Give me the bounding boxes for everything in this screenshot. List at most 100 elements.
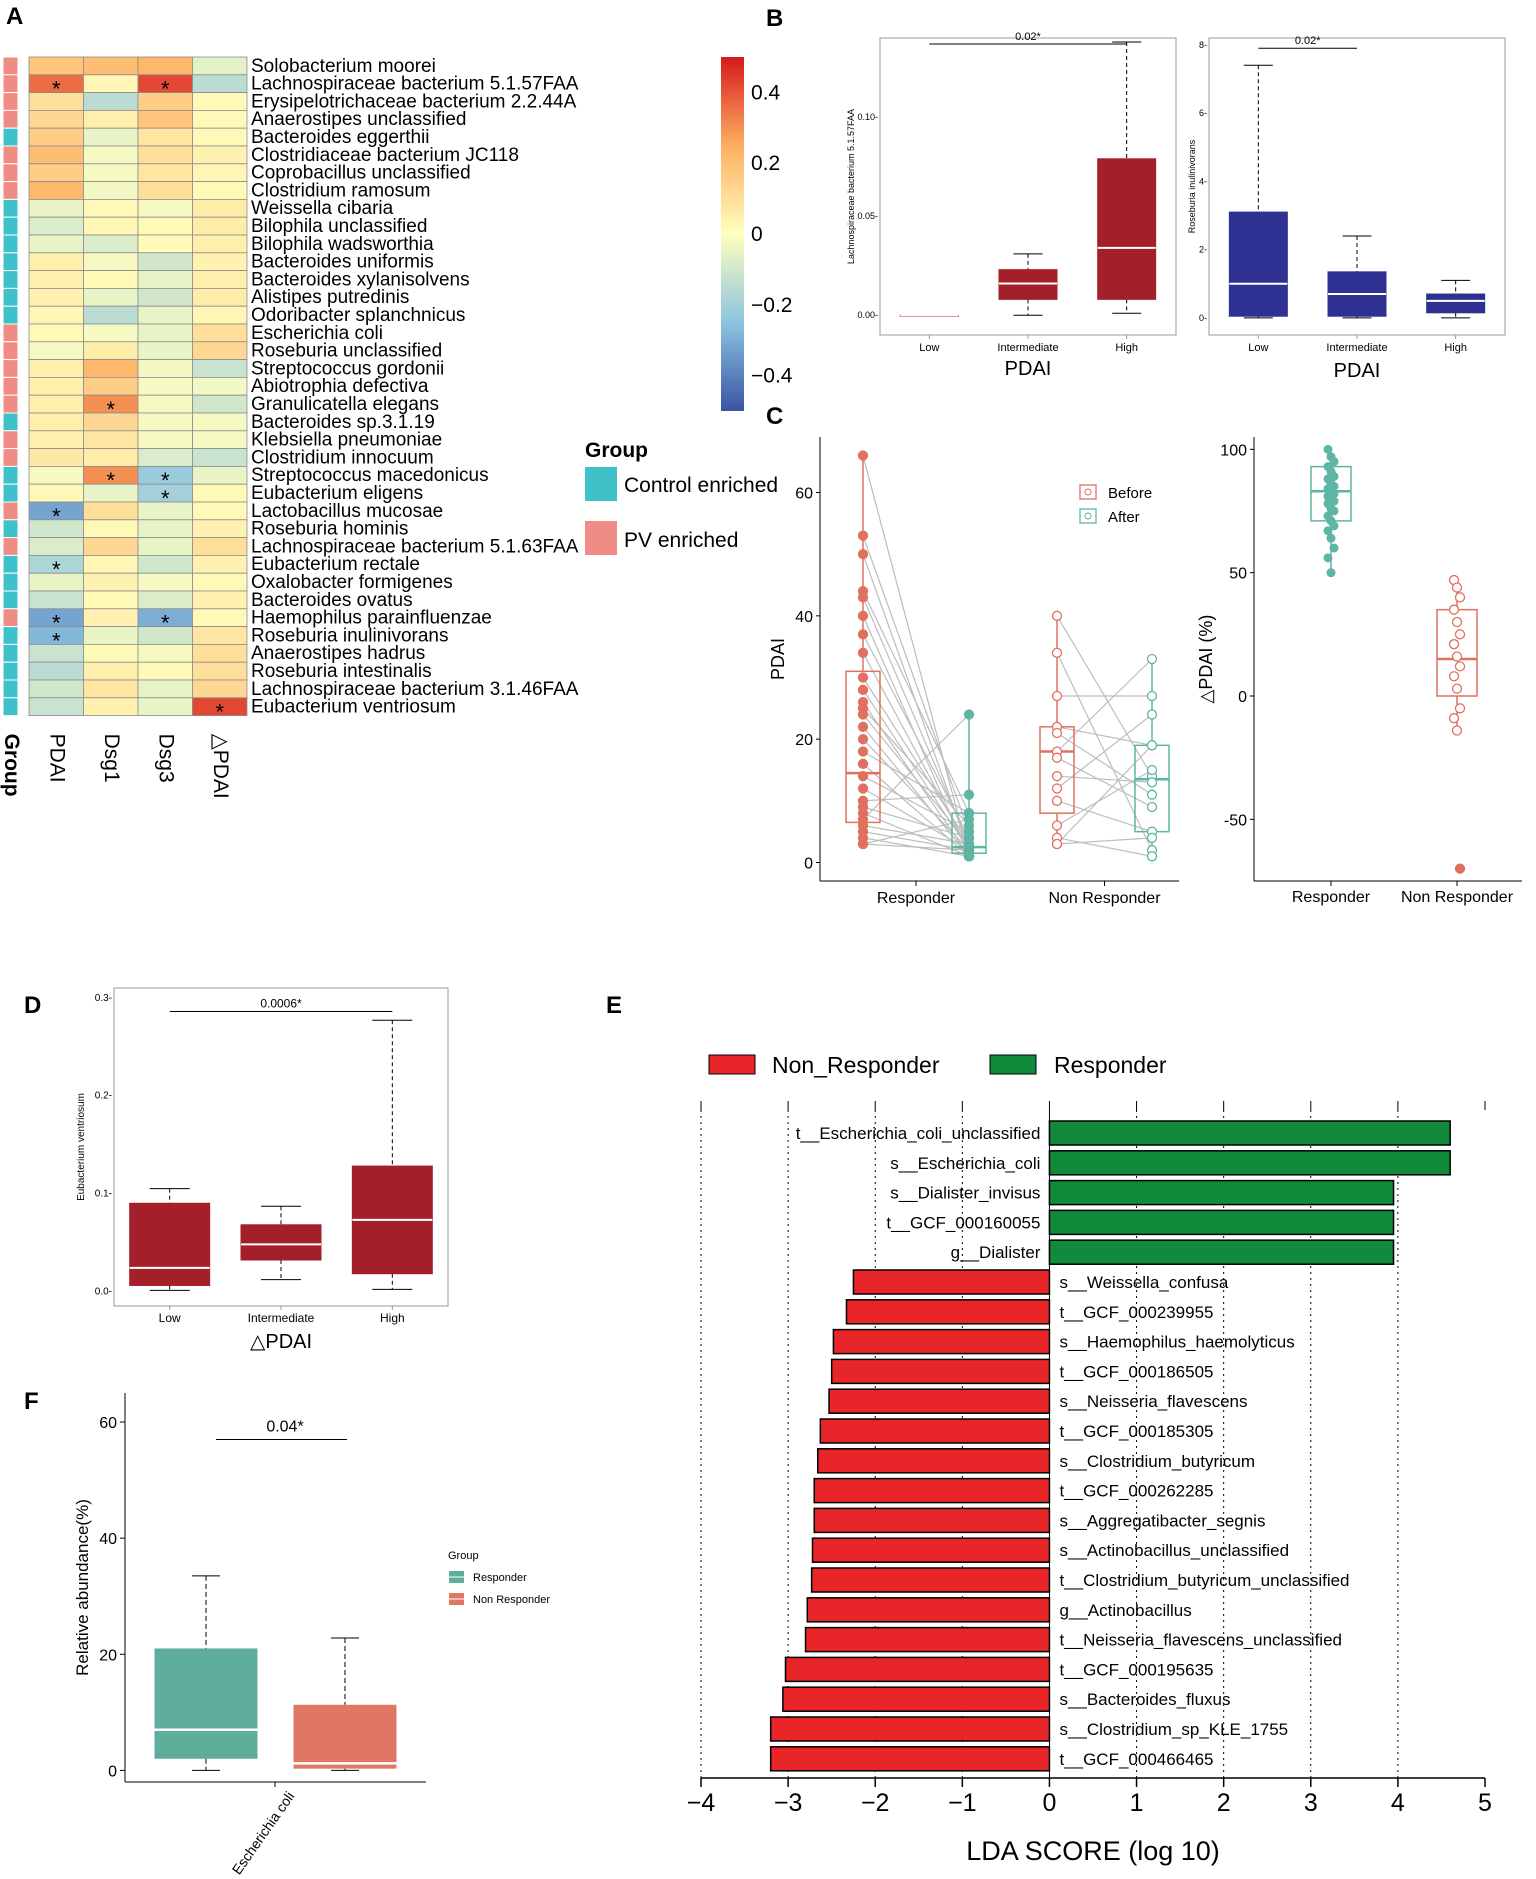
- group-annotation-cell: [2, 181, 19, 200]
- heatmap-cell: [137, 216, 193, 236]
- responder-point: [1329, 457, 1339, 467]
- group-annotation-cell: [2, 216, 19, 236]
- heatmap-cell: [192, 287, 248, 307]
- heatmap-row-label: Anaerostipes hadrus: [251, 643, 425, 664]
- heatmap-row-label: Anaerostipes unclassified: [251, 109, 466, 130]
- before-point: [857, 721, 869, 732]
- lda-bar-label: s__Clostridium_sp_KLE_1755: [1059, 1720, 1288, 1739]
- legend-swatch-pv: [585, 521, 617, 555]
- heatmap-cell: [192, 483, 248, 503]
- paired-line: [1056, 837, 1153, 857]
- heatmap-row-label: Bilophila wadsworthia: [251, 234, 434, 255]
- nonresponder-point: [1448, 639, 1460, 650]
- lda-bar: [813, 1477, 1051, 1504]
- panel-label-d: D: [24, 992, 41, 1019]
- panel-d-boxplot: 0.0- 0.1- 0.2- 0.3- Low Intermediate High 0.000…: [76, 987, 449, 1353]
- heatmap-cell: [28, 127, 84, 147]
- heatmap-cell: [83, 127, 139, 147]
- x-tick-label: Responder: [1292, 889, 1371, 906]
- heatmap-cell: [28, 697, 84, 716]
- heatmap-cell: [192, 412, 248, 432]
- heatmap-cell: [137, 110, 193, 129]
- group-annotation-cell: [2, 537, 19, 556]
- heatmap-cell: [28, 679, 84, 699]
- group-annotation-cell: [2, 501, 19, 521]
- heatmap-cell: [28, 412, 84, 432]
- significance-asterisk: *: [52, 628, 61, 653]
- lda-bar-label: g__Dialister: [951, 1243, 1041, 1262]
- after-point: [1146, 653, 1158, 665]
- x-axis-title: PDAI: [1005, 358, 1052, 380]
- color-scale-bar: [721, 57, 744, 411]
- box-body: [293, 1704, 397, 1769]
- lda-bar-label: s__Actinobacillus_unclassified: [1059, 1541, 1289, 1560]
- box-body: [1426, 293, 1486, 314]
- group-annotation-cell: [2, 287, 19, 307]
- after-point: [963, 709, 975, 720]
- heatmap-row-label: Lachnospiraceae bacterium 3.1.46FAA: [251, 679, 579, 700]
- after-point: [1146, 764, 1158, 776]
- legend-swatch-responder: [989, 1054, 1037, 1075]
- group-annotation-cell: [2, 109, 19, 129]
- box-body: [240, 1224, 322, 1261]
- before-point: [857, 758, 869, 769]
- heatmap-cell: [83, 216, 139, 236]
- lda-bar-label: t__GCF_000185305: [1059, 1422, 1213, 1441]
- heatmap-cell: [137, 679, 193, 699]
- paired-line: [1056, 732, 1153, 796]
- heatmap-row-label: Odoribacter splanchnicus: [251, 305, 465, 326]
- y-tick-label: 0-: [1199, 313, 1207, 323]
- panel-f-boxplot: 0 20 40 60 0.04* Escherichia coli Relative abu…: [73, 1393, 550, 1877]
- after-point: [1146, 832, 1158, 843]
- heatmap-cell: [28, 145, 84, 165]
- y-axis-title: Roseburia inulinivorans: [1187, 139, 1197, 233]
- group-annotation-cell: [2, 198, 19, 218]
- heatmap-row-label: Roseburia inulinivorans: [251, 625, 449, 646]
- heatmap-cell: [137, 323, 193, 343]
- box-body: [1228, 211, 1288, 317]
- group-annotation-cell: [2, 608, 19, 628]
- heatmap-cell: [137, 359, 193, 378]
- heatmap-cell: [83, 287, 139, 307]
- lda-bar-label: t__GCF_000160055: [886, 1213, 1040, 1232]
- group-legend-title: Group: [585, 439, 648, 462]
- y-tick-label: 40: [795, 609, 813, 626]
- before-point: [857, 549, 869, 560]
- x-tick-label: High: [1444, 342, 1467, 354]
- heatmap-cell: [137, 644, 193, 663]
- color-scale-tick-label: 0: [751, 223, 763, 246]
- heatmap-cell: [192, 555, 248, 574]
- x-tick-label: Low: [159, 1311, 181, 1325]
- heatmap-cell: [192, 679, 248, 699]
- heatmap-cell: [28, 341, 84, 360]
- significance-asterisk: *: [161, 611, 170, 636]
- legend-key-before: [1079, 484, 1097, 500]
- x-tick-label: Non Responder: [1401, 889, 1514, 906]
- panel-label-f: F: [24, 1388, 39, 1415]
- heatmap-cell: [192, 465, 248, 485]
- heatmap-cell: [28, 359, 84, 378]
- paired-line: [1056, 714, 1153, 789]
- paired-line: [862, 726, 970, 857]
- heatmap-row-label: Solobacterium moorei: [251, 56, 436, 77]
- legend-key-after: [1079, 508, 1097, 524]
- paired-line: [1056, 800, 1153, 833]
- panel-b-left-boxplot: 0.00- 0.05- 0.10- Low Intermediate High 0.02* L…: [846, 31, 1177, 380]
- heatmap-cell: [192, 644, 248, 663]
- box-body: [1097, 158, 1157, 300]
- after-point: [1146, 740, 1158, 751]
- heatmap-cell: [192, 341, 248, 360]
- before-point: [857, 629, 869, 640]
- heatmap-cell: [192, 252, 248, 272]
- lda-bar-label: s__Aggregatibacter_segnis: [1059, 1511, 1265, 1530]
- heatmap-cell: [83, 305, 139, 325]
- legend-label: Before: [1108, 485, 1152, 502]
- lda-bar-label: s__Escherichia_coli: [890, 1154, 1040, 1173]
- color-scale-tick-label: −0.2: [751, 294, 792, 317]
- lda-bar-label: g__Actinobacillus: [1059, 1601, 1191, 1620]
- heatmap-cell: [83, 679, 139, 699]
- heatmap-cell: [28, 198, 84, 218]
- heatmap-row-label: Granulicatella elegans: [251, 394, 439, 415]
- group-annotation-cell: [2, 163, 19, 183]
